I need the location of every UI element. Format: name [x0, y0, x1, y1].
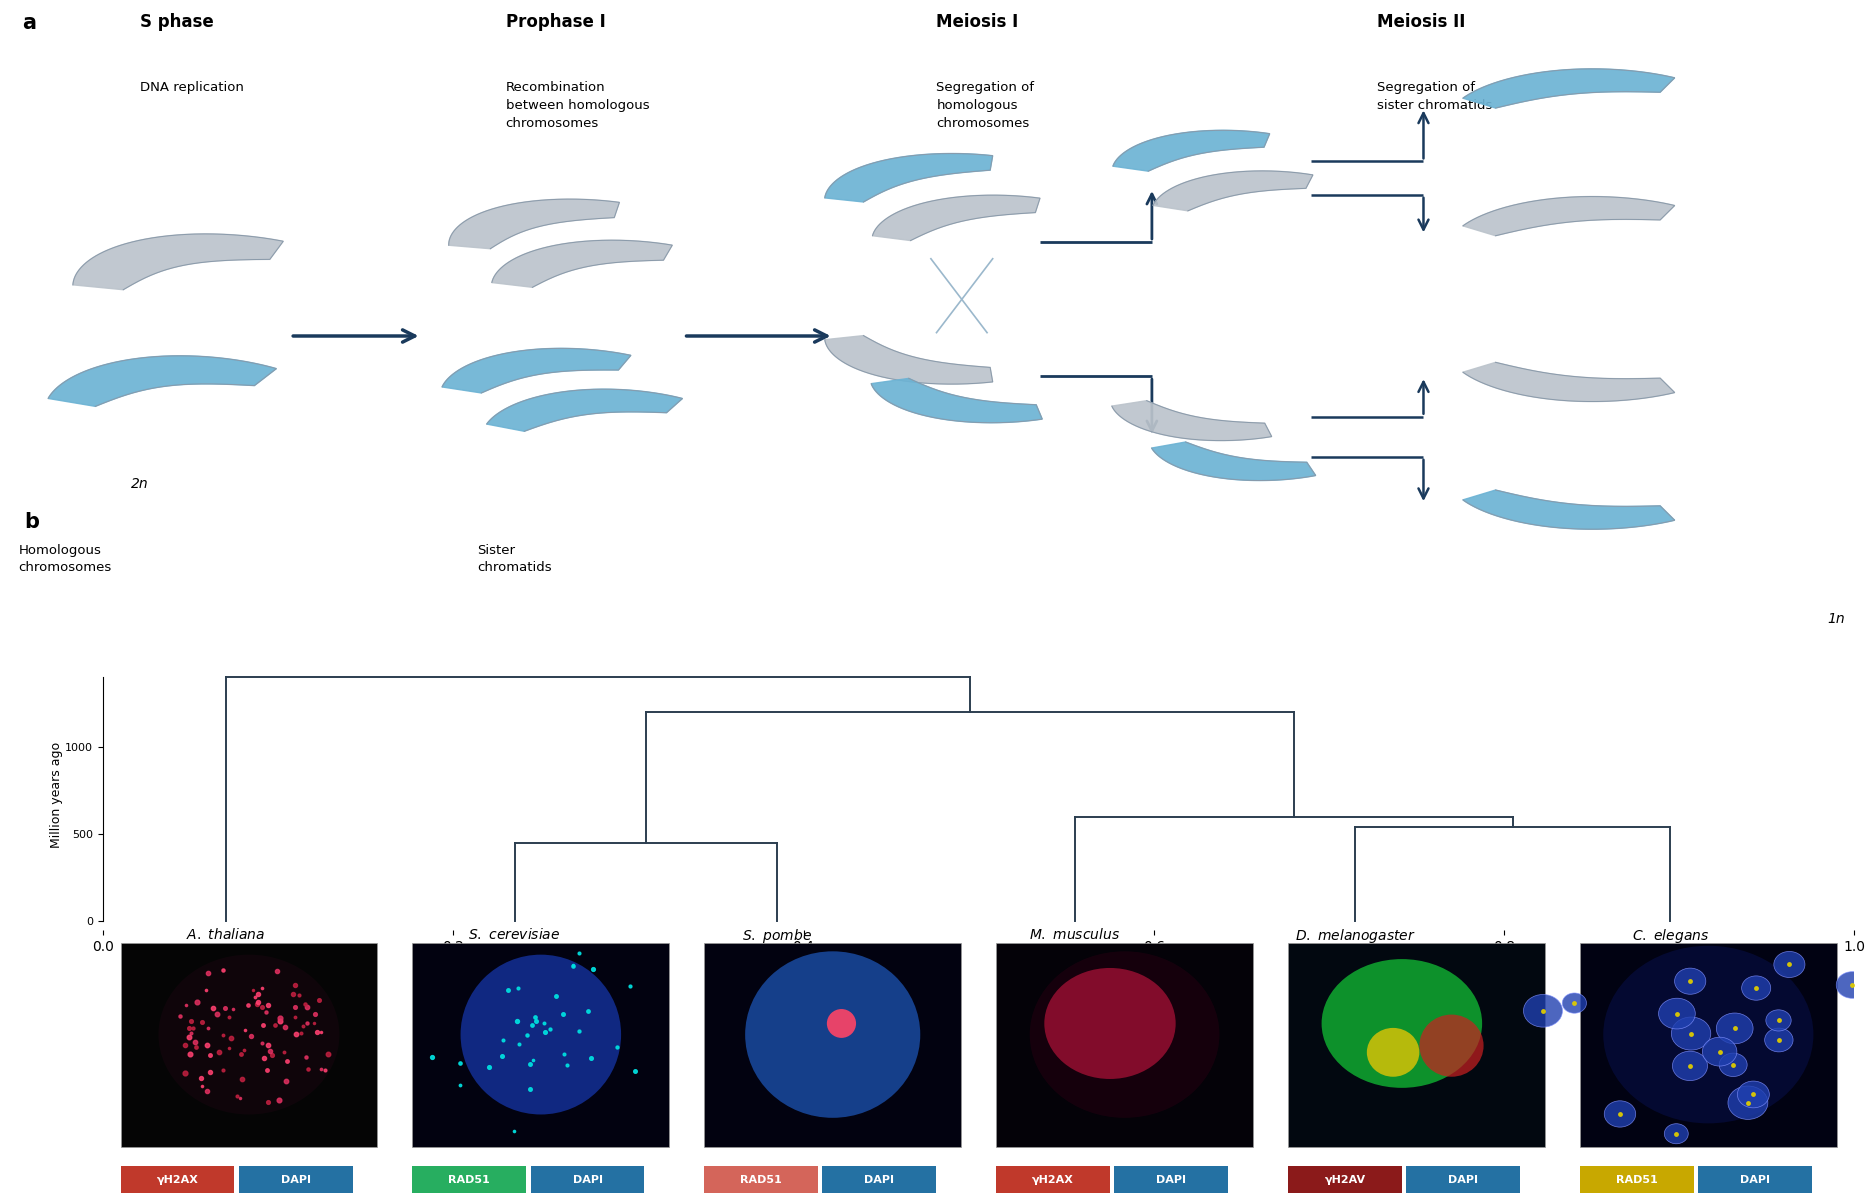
- Ellipse shape: [1766, 1010, 1791, 1031]
- Text: RAD51: RAD51: [448, 1175, 491, 1184]
- Polygon shape: [1113, 401, 1272, 440]
- Text: DAPI: DAPI: [1448, 1175, 1478, 1184]
- Bar: [996, 943, 1253, 1147]
- Bar: [1407, 1166, 1521, 1193]
- Polygon shape: [1463, 197, 1674, 235]
- Bar: [120, 943, 376, 1147]
- Bar: [1289, 1166, 1401, 1193]
- Ellipse shape: [159, 955, 339, 1115]
- Ellipse shape: [1719, 1054, 1748, 1076]
- Text: Recombination
between homologous
chromosomes: Recombination between homologous chromos…: [506, 80, 650, 130]
- Ellipse shape: [1836, 972, 1867, 998]
- Text: γH2AV: γH2AV: [1324, 1175, 1365, 1184]
- Ellipse shape: [1659, 998, 1695, 1028]
- Bar: [412, 1166, 526, 1193]
- Ellipse shape: [1420, 1014, 1483, 1076]
- Ellipse shape: [1674, 968, 1706, 995]
- Bar: [412, 943, 669, 1147]
- Bar: [238, 1166, 352, 1193]
- Text: Segregation of
homologous
chromosomes: Segregation of homologous chromosomes: [936, 80, 1034, 130]
- Text: $\it{S.\ cerevisiae}$: $\it{S.\ cerevisiae}$: [468, 926, 560, 942]
- Bar: [1114, 1166, 1229, 1193]
- Text: DAPI: DAPI: [1156, 1175, 1186, 1184]
- Text: b: b: [24, 511, 39, 532]
- Bar: [1581, 1166, 1693, 1193]
- Ellipse shape: [1045, 968, 1176, 1079]
- Text: 1n: 1n: [1828, 612, 1845, 625]
- Ellipse shape: [1673, 1051, 1708, 1080]
- Bar: [1699, 1166, 1811, 1193]
- Bar: [704, 943, 961, 1147]
- Text: Segregation of
sister chromatids: Segregation of sister chromatids: [1377, 80, 1493, 112]
- Polygon shape: [1463, 362, 1674, 402]
- Ellipse shape: [826, 1009, 856, 1038]
- Text: DAPI: DAPI: [1740, 1175, 1770, 1184]
- Ellipse shape: [1322, 959, 1482, 1088]
- Ellipse shape: [1523, 995, 1562, 1027]
- Text: a: a: [22, 13, 36, 34]
- Text: Sister
chromatids: Sister chromatids: [478, 545, 553, 575]
- Ellipse shape: [1030, 952, 1219, 1118]
- Polygon shape: [871, 378, 1041, 422]
- Ellipse shape: [1738, 1081, 1770, 1108]
- Text: RAD51: RAD51: [1616, 1175, 1658, 1184]
- Text: DNA replication: DNA replication: [140, 80, 243, 94]
- Text: Homologous
chromosomes: Homologous chromosomes: [19, 545, 112, 575]
- Ellipse shape: [461, 955, 622, 1115]
- Polygon shape: [73, 234, 283, 289]
- Bar: [822, 1166, 936, 1193]
- Polygon shape: [1113, 131, 1270, 172]
- Ellipse shape: [1562, 992, 1586, 1013]
- Ellipse shape: [745, 952, 920, 1118]
- Text: DAPI: DAPI: [865, 1175, 895, 1184]
- Polygon shape: [824, 336, 993, 384]
- Polygon shape: [1463, 490, 1674, 529]
- Polygon shape: [442, 348, 631, 392]
- Text: Meiosis II: Meiosis II: [1377, 13, 1465, 31]
- Ellipse shape: [1603, 946, 1813, 1123]
- Ellipse shape: [1665, 1123, 1688, 1144]
- Polygon shape: [1154, 170, 1313, 211]
- Text: DAPI: DAPI: [573, 1175, 603, 1184]
- Text: $\it{S.\ pombe}$: $\it{S.\ pombe}$: [742, 926, 813, 944]
- Text: $\it{A.\ thaliana}$: $\it{A.\ thaliana}$: [185, 926, 266, 942]
- Text: $\it{M.\ musculus}$: $\it{M.\ musculus}$: [1030, 926, 1120, 942]
- Polygon shape: [487, 389, 682, 431]
- Text: 2n: 2n: [131, 478, 148, 491]
- Text: Meiosis I: Meiosis I: [936, 13, 1019, 31]
- Text: RAD51: RAD51: [740, 1175, 783, 1184]
- Ellipse shape: [1671, 1018, 1710, 1050]
- Text: $\it{C.\ elegans}$: $\it{C.\ elegans}$: [1631, 926, 1708, 944]
- Ellipse shape: [1774, 952, 1806, 978]
- Bar: [530, 1166, 644, 1193]
- Polygon shape: [1152, 442, 1315, 480]
- Bar: [120, 1166, 234, 1193]
- Ellipse shape: [1764, 1028, 1792, 1052]
- Ellipse shape: [1742, 976, 1770, 1001]
- Y-axis label: Million years ago: Million years ago: [49, 742, 62, 848]
- Polygon shape: [493, 240, 672, 287]
- Polygon shape: [873, 196, 1040, 240]
- Polygon shape: [49, 356, 277, 407]
- Ellipse shape: [1605, 1100, 1635, 1127]
- Bar: [1581, 943, 1837, 1147]
- Bar: [1289, 943, 1545, 1147]
- Text: γH2AX: γH2AX: [1032, 1175, 1073, 1184]
- Bar: [996, 1166, 1111, 1193]
- Ellipse shape: [1716, 1013, 1753, 1044]
- Text: γH2AX: γH2AX: [157, 1175, 199, 1184]
- Ellipse shape: [1367, 1028, 1420, 1076]
- Text: S phase: S phase: [140, 13, 214, 31]
- Polygon shape: [1463, 68, 1674, 108]
- Text: $\it{D.\ melanogaster}$: $\it{D.\ melanogaster}$: [1294, 926, 1416, 944]
- Text: Prophase I: Prophase I: [506, 13, 605, 31]
- Bar: [704, 1166, 819, 1193]
- Text: DAPI: DAPI: [281, 1175, 311, 1184]
- Ellipse shape: [1729, 1086, 1768, 1120]
- Polygon shape: [450, 199, 620, 248]
- Ellipse shape: [1703, 1037, 1736, 1066]
- Polygon shape: [824, 154, 993, 202]
